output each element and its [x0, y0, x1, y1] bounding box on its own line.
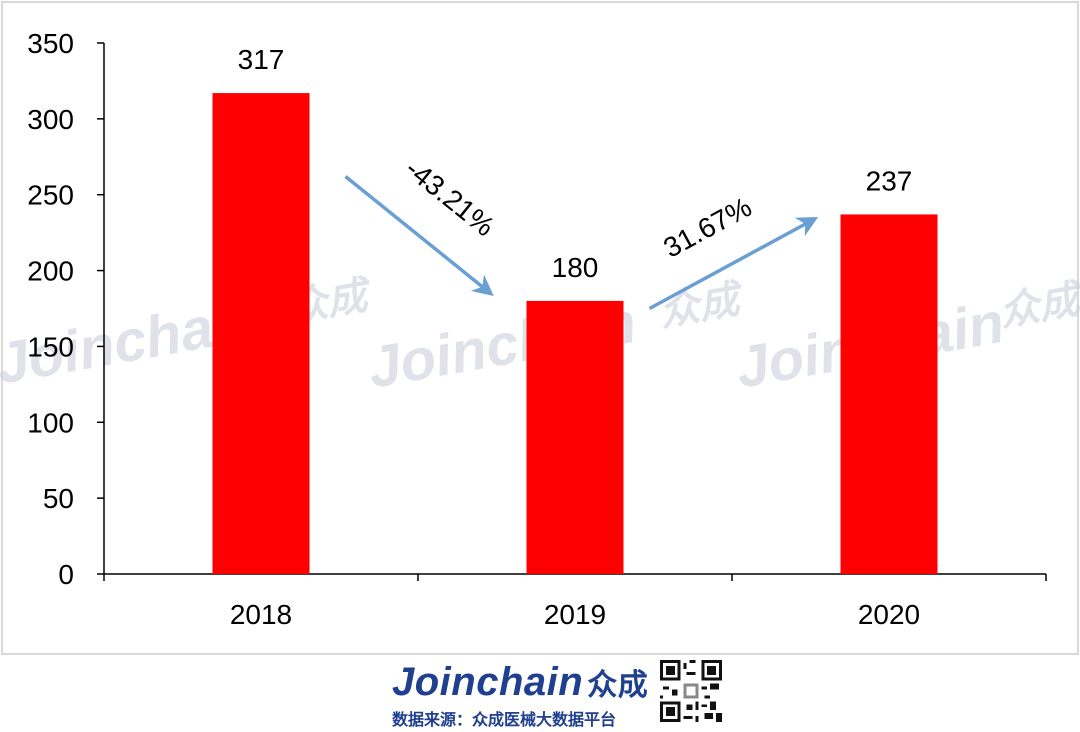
- y-tick-label: 50: [43, 483, 74, 514]
- bar: [526, 300, 624, 574]
- brand-name: Joinchain: [392, 660, 584, 704]
- x-tick-label: 2018: [230, 599, 292, 630]
- qr-code-icon: [660, 660, 722, 722]
- growth-arrow: [648, 216, 819, 311]
- data-label: 317: [238, 44, 285, 75]
- y-tick-label: 250: [27, 180, 74, 211]
- data-labels: 317 180 237: [238, 44, 913, 283]
- y-tick-label: 150: [27, 331, 74, 362]
- brand-logo: Joinchain 众成: [392, 660, 648, 705]
- data-label: 237: [866, 165, 913, 196]
- y-tick-label: 300: [27, 104, 74, 135]
- data-label: 180: [552, 252, 599, 283]
- y-axis: 0 50 100 150 200 250 300 350: [27, 28, 105, 590]
- bar-series: [212, 93, 938, 575]
- y-tick-label: 100: [27, 407, 74, 438]
- x-tick-label: 2020: [858, 599, 920, 630]
- bar: [212, 93, 310, 575]
- y-tick-label: 0: [58, 559, 74, 590]
- bar: [840, 214, 938, 575]
- x-tick-label: 2019: [544, 599, 606, 630]
- footer: [0, 656, 1080, 732]
- growth-arrow: [344, 175, 494, 296]
- bar-chart: Joinchain 众成 Joinchain 众成 Joinchain 众成 0…: [0, 1, 1080, 655]
- y-tick-label: 200: [27, 256, 74, 287]
- y-tick-label: 350: [27, 28, 74, 59]
- brand-name-cn: 众成: [587, 669, 649, 702]
- data-source-text: 数据来源：众成医械大数据平台: [392, 710, 617, 729]
